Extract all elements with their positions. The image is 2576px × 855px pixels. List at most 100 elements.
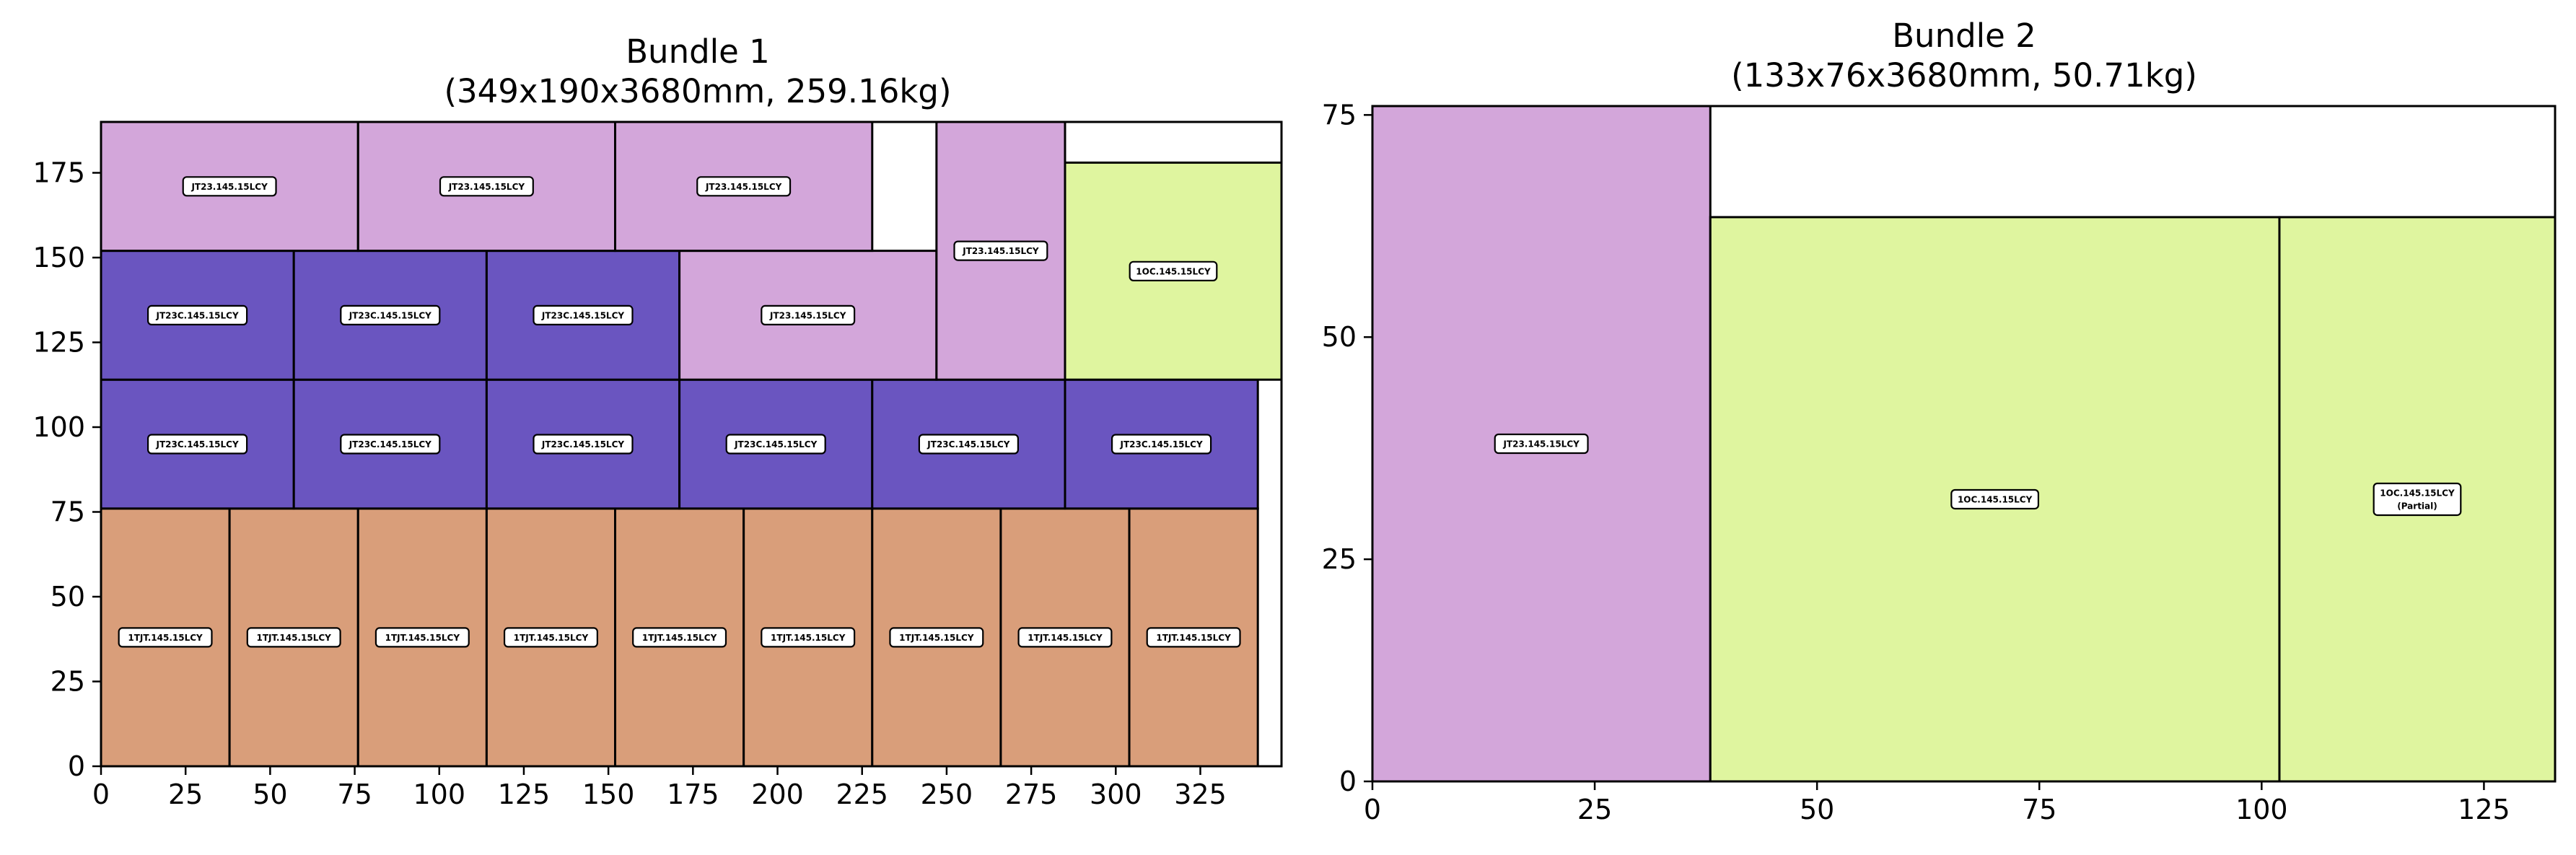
piece-label-box xyxy=(118,627,213,648)
piece-label-box xyxy=(1110,434,1212,455)
piece-label-box xyxy=(1146,627,1241,648)
y-tick-label: 50 xyxy=(1322,321,1357,353)
bundle-1-panel: Bundle 1 (349x190x3680mm, 259.16kg) 1TJT… xyxy=(32,32,1283,810)
bundle-2-panel: Bundle 2 (133x76x3680mm, 50.71kg) JT23.1… xyxy=(1322,17,2557,825)
piece-label: 1TJT.145.15LCY xyxy=(514,633,589,643)
piece-label: JT23C.145.15LCY xyxy=(349,439,431,450)
x-tick-label: 0 xyxy=(1364,794,1381,825)
piece-label: 1TJT.145.15LCY xyxy=(1156,633,1231,643)
x-tick-label: 175 xyxy=(667,779,719,810)
piece-label: JT23C.145.15LCY xyxy=(734,439,817,450)
bundle-2-title: Bundle 2 xyxy=(1892,17,2036,55)
piece-label-box xyxy=(439,176,534,197)
y-tick-label: 25 xyxy=(51,666,85,698)
y-tick-label: 150 xyxy=(32,242,85,273)
x-tick-label: 25 xyxy=(1577,794,1612,825)
piece-label: 1TJT.145.15LCY xyxy=(899,633,974,643)
piece-label-box xyxy=(1129,260,1218,281)
piece-label: 1OC.145.15LCY xyxy=(1958,494,2033,504)
piece-label-box xyxy=(2373,482,2462,517)
x-tick-label: 250 xyxy=(921,779,973,810)
piece-label: 1OC.145.15LCY xyxy=(1136,266,1211,276)
piece-label: 1TJT.145.15LCY xyxy=(771,633,846,643)
piece-label-box xyxy=(632,627,727,648)
bundle-1-title: Bundle 1 xyxy=(626,32,770,71)
piece-label: JT23.145.15LCY xyxy=(705,182,782,192)
piece-label-box xyxy=(953,240,1048,261)
x-tick-label: 50 xyxy=(1800,794,1834,825)
piece-label-box xyxy=(918,434,1019,455)
piece-label: JT23.145.15LCY xyxy=(190,182,268,192)
piece-label-box xyxy=(761,304,856,325)
x-tick-label: 225 xyxy=(836,779,888,810)
piece-label-box xyxy=(1950,488,2040,510)
x-tick-label: 125 xyxy=(2458,794,2510,825)
piece-label: JT23C.145.15LCY xyxy=(541,439,624,450)
piece-label-box xyxy=(1494,433,1589,455)
axes-frame xyxy=(100,120,1283,768)
bundle-2-subtitle: (133x76x3680mm, 50.71kg) xyxy=(1731,56,2197,95)
x-tick-label: 0 xyxy=(92,779,110,810)
y-tick-label: 50 xyxy=(51,581,85,613)
piece-jt23c-145-15lcy-9 xyxy=(100,378,295,510)
piece-label: 1TJT.145.15LCY xyxy=(1028,633,1103,643)
piece-label: 1TJT.145.15LCY xyxy=(385,633,460,643)
piece-label: JT23.145.15LCY xyxy=(1502,439,1580,450)
x-tick-label: 150 xyxy=(582,779,635,810)
piece-label: JT23C.145.15LCY xyxy=(1120,439,1203,450)
y-tick-label: 175 xyxy=(32,157,85,189)
x-tick-label: 75 xyxy=(337,779,372,810)
piece-label-box xyxy=(340,304,441,325)
bundle-1-subtitle: (349x190x3680mm, 259.16kg) xyxy=(444,72,951,110)
piece-label-box xyxy=(761,627,856,648)
y-tick-label: 75 xyxy=(1322,99,1357,131)
x-tick-label: 100 xyxy=(413,779,466,810)
piece-label: JT23.145.15LCY xyxy=(962,246,1039,256)
bundle-1-plot-area: 1TJT.145.15LCY 1TJT.145.15LCY 1TJT.145.15L… xyxy=(32,120,1283,810)
y-tick-label: 0 xyxy=(68,750,85,782)
y-tick-label: 75 xyxy=(51,496,85,528)
piece-label-box xyxy=(182,176,277,197)
x-tick-label: 25 xyxy=(168,779,203,810)
piece-label: 1TJT.145.15LCY xyxy=(642,633,717,643)
piece-label-box xyxy=(1017,627,1113,648)
piece-label: JT23C.145.15LCY xyxy=(926,439,1009,450)
piece-label-box xyxy=(246,627,341,648)
piece-label-box xyxy=(696,176,792,197)
piece-label: JT23.145.15LCY xyxy=(769,310,846,320)
piece-label: JT23C.145.15LCY xyxy=(156,439,239,450)
piece-label-box xyxy=(146,304,248,325)
piece-label: JT23C.145.15LCY xyxy=(156,310,239,320)
x-tick-label: 300 xyxy=(1090,779,1142,810)
piece-label-box xyxy=(533,304,634,325)
piece-label-box xyxy=(503,627,598,648)
piece-label: JT23.145.15LCY xyxy=(448,182,525,192)
piece-sublabel: (Partial) xyxy=(2397,501,2437,511)
x-tick-label: 275 xyxy=(1005,779,1058,810)
piece-label-box xyxy=(533,434,634,455)
piece-label: 1TJT.145.15LCY xyxy=(257,633,332,643)
piece-label-box xyxy=(340,434,441,455)
x-tick-label: 125 xyxy=(498,779,551,810)
bundle-2-plot-area: JT23.145.15LCY 1OC.145.15LCY 1OC.145.15LCY… xyxy=(1322,99,2557,825)
x-tick-label: 100 xyxy=(2235,794,2288,825)
piece-label-box xyxy=(146,434,248,455)
y-tick-label: 100 xyxy=(32,411,85,443)
x-tick-label: 50 xyxy=(253,779,287,810)
piece-label: 1TJT.145.15LCY xyxy=(128,633,203,643)
piece-label-box xyxy=(725,434,826,455)
y-tick-label: 0 xyxy=(1339,766,1357,797)
piece-label: JT23C.145.15LCY xyxy=(541,310,624,320)
piece-jt23-145-15lcy-21 xyxy=(356,120,617,253)
x-tick-label: 75 xyxy=(2022,794,2056,825)
piece-label-box xyxy=(889,627,984,648)
x-tick-label: 200 xyxy=(751,779,804,810)
piece-label: 1OC.145.15LCY xyxy=(2380,488,2455,498)
piece-label: JT23C.145.15LCY xyxy=(349,310,431,320)
x-tick-label: 325 xyxy=(1174,779,1227,810)
y-tick-label: 25 xyxy=(1322,543,1357,575)
y-tick-label: 125 xyxy=(32,327,85,359)
piece-label-box xyxy=(374,627,470,648)
axes-frame xyxy=(1371,105,2557,783)
